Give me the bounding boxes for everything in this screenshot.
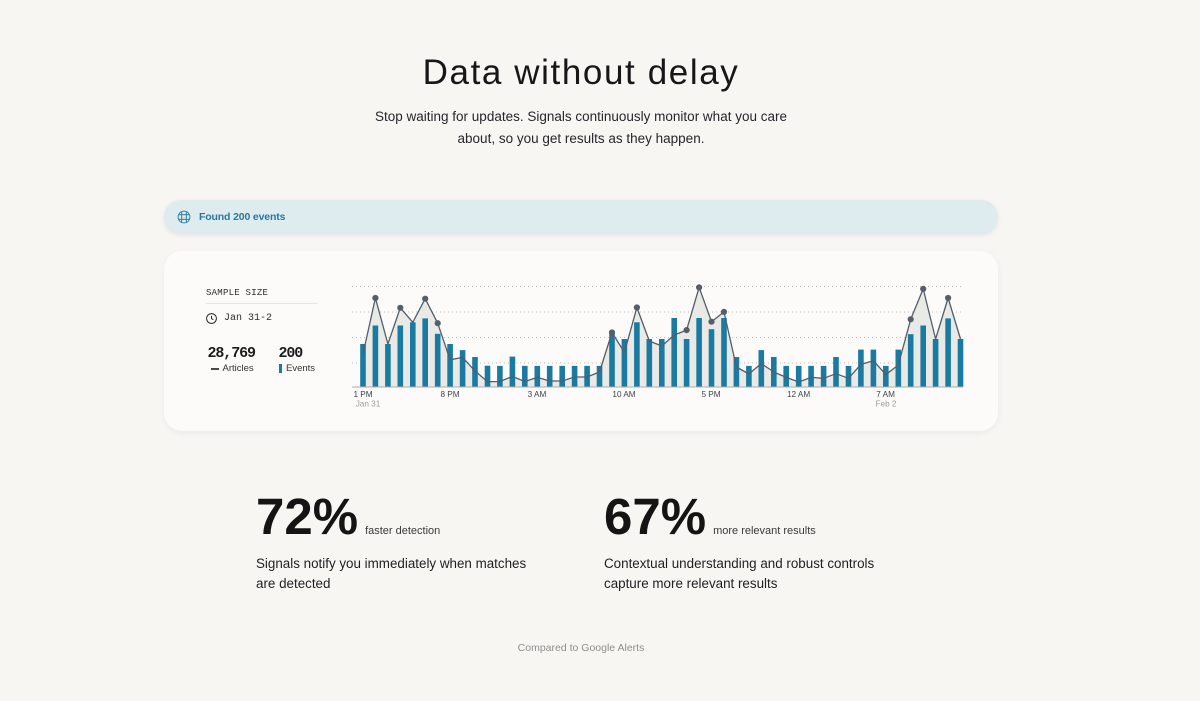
svg-text:Feb 2: Feb 2 [876,400,897,409]
svg-text:7 AM: 7 AM [876,390,895,399]
svg-text:12 AM: 12 AM [787,390,810,399]
svg-text:3 AM: 3 AM [528,390,547,399]
svg-text:10 AM: 10 AM [612,390,635,399]
svg-text:Jan 31: Jan 31 [356,400,381,409]
svg-text:1 PM: 1 PM [353,390,372,399]
svg-text:8 PM: 8 PM [440,390,459,399]
svg-text:5 PM: 5 PM [701,390,720,399]
